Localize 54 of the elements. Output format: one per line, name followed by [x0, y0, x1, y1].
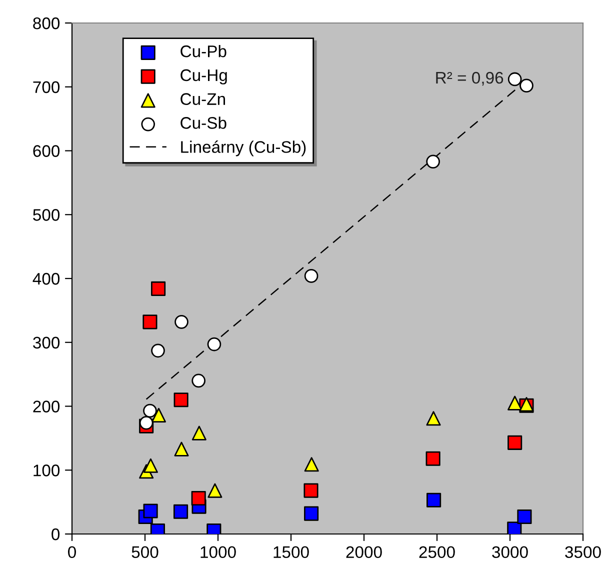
- point: [426, 451, 440, 466]
- point: [174, 442, 189, 456]
- y-tick-label: 200: [33, 400, 60, 412]
- point: [426, 411, 441, 426]
- y-tick-label: 700: [33, 81, 60, 94]
- point: [139, 416, 154, 430]
- point: [207, 337, 222, 352]
- point: [208, 483, 222, 498]
- point: [192, 374, 206, 388]
- x-tick-label: 2500: [419, 546, 455, 558]
- y-tick-label: 300: [33, 336, 60, 349]
- y-tick-label: 800: [33, 17, 60, 30]
- legend-label: Lineárny (Cu-Sb): [181, 140, 306, 156]
- point: [192, 426, 206, 440]
- legend-label: Cu-Zn: [180, 93, 225, 105]
- legend-label: Cu-Sb: [180, 116, 226, 129]
- point: [191, 490, 206, 506]
- point: [174, 392, 188, 408]
- x-tick-label: 2000: [346, 546, 382, 558]
- point: [142, 314, 158, 330]
- point: [151, 344, 165, 358]
- point: [520, 78, 534, 93]
- point: [143, 504, 158, 518]
- point: [174, 315, 188, 329]
- y-tick-label: 0: [52, 528, 60, 540]
- x-tick-label: 0: [68, 546, 76, 558]
- point: [151, 281, 166, 296]
- point: [508, 396, 522, 410]
- x-tick-label: 1000: [200, 546, 236, 558]
- point: [304, 457, 319, 472]
- point: [426, 492, 442, 508]
- point: [151, 408, 166, 422]
- y-tick-label: 400: [32, 272, 60, 285]
- point: [508, 72, 522, 86]
- point: [304, 269, 318, 283]
- point: [426, 154, 440, 169]
- point: [517, 509, 532, 524]
- point: [304, 483, 318, 498]
- point: [508, 435, 522, 450]
- y-tick-label: 100: [34, 464, 60, 476]
- point: [143, 458, 158, 473]
- y-tick-label: 500: [33, 209, 60, 221]
- annotation: R² = 0,96: [436, 72, 504, 86]
- x-tick-label: 500: [132, 546, 158, 558]
- x-tick-label: 1500: [274, 546, 309, 558]
- x-tick-label: 3000: [492, 546, 528, 558]
- legend-label: Cu-Hg: [180, 69, 227, 84]
- y-tick-label: 600: [33, 145, 60, 157]
- point: [173, 504, 188, 519]
- point: [304, 506, 319, 521]
- legend-label: Cu-Pb: [180, 44, 226, 58]
- point: [143, 404, 157, 418]
- x-tick-label: 3500: [565, 546, 601, 558]
- point: [507, 522, 522, 534]
